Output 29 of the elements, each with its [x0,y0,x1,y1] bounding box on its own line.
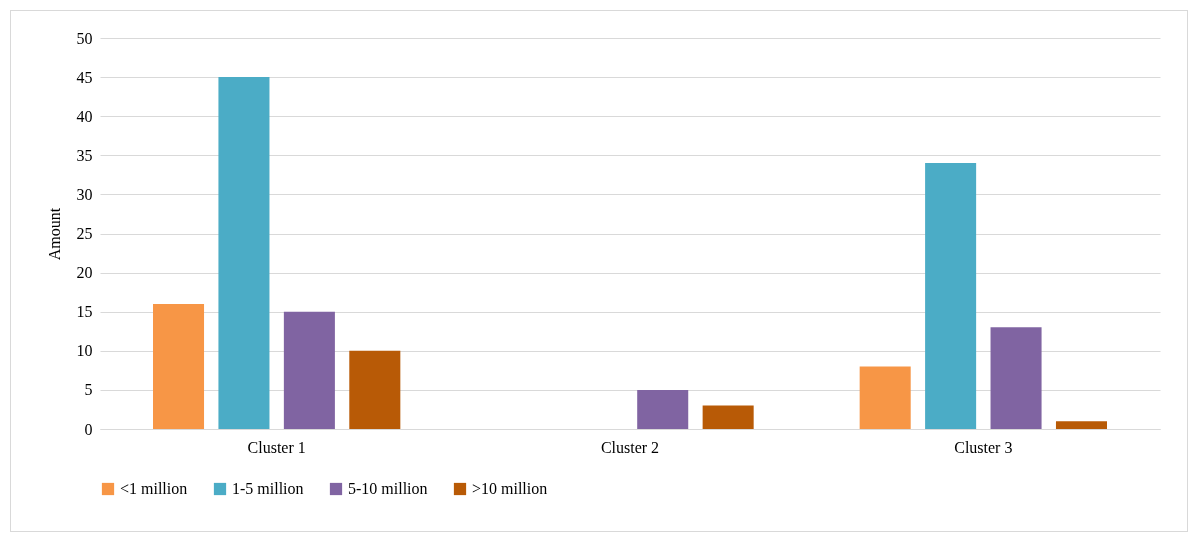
y-tick-label: 30 [76,185,93,203]
y-tick-label: 15 [76,303,93,321]
y-tick-label: 5 [84,381,93,399]
bar [637,389,689,429]
legend-label: 5-10 million [348,480,428,497]
bar [349,350,401,429]
y-tick-label: 20 [76,264,93,282]
bar [218,77,270,429]
y-axis-title: Amount [45,207,63,261]
bar [925,163,977,429]
x-tick-label: Cluster 1 [247,438,306,456]
x-tick-label: Cluster 3 [954,438,1013,456]
y-tick-label: 0 [84,420,93,438]
y-tick-label: 45 [76,68,93,86]
bar [702,405,754,429]
y-tick-label: 10 [76,342,93,360]
legend-label: 1-5 million [232,480,304,497]
bar [859,366,911,429]
y-tick-label: 35 [76,146,93,164]
legend-label: <1 million [120,480,188,497]
bar [283,311,335,429]
bar [1055,421,1107,429]
y-tick-label: 50 [76,29,93,47]
bar [990,327,1042,429]
legend-label: >10 million [472,480,548,497]
y-tick-label: 25 [76,225,93,242]
x-tick-label: Cluster 2 [600,438,660,456]
y-tick-label: 40 [76,107,93,125]
bar [153,303,205,429]
